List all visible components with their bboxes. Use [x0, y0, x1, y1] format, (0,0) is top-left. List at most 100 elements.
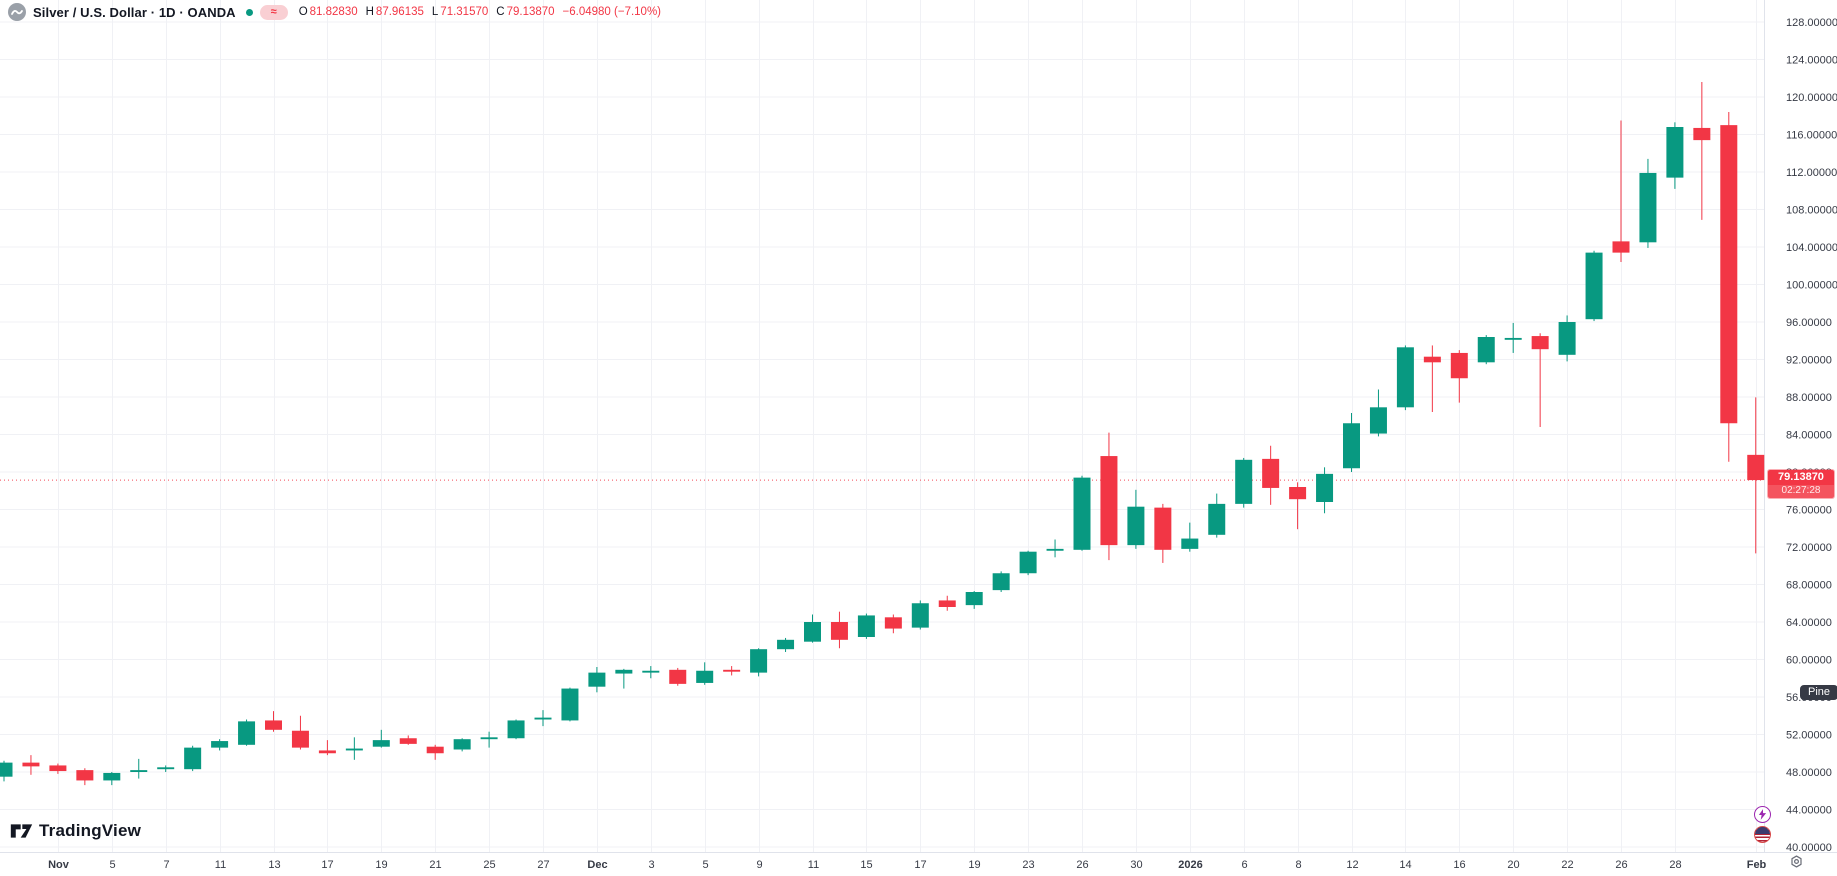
price-axis-label[interactable]: 40.00000: [1786, 842, 1832, 854]
price-axis-label[interactable]: 48.00000: [1786, 767, 1832, 779]
candle[interactable]: [1100, 432, 1118, 561]
time-axis-label[interactable]: 6: [1241, 859, 1247, 871]
candle[interactable]: [1693, 82, 1711, 220]
price-axis-label[interactable]: 96.00000: [1786, 317, 1832, 329]
time-axis-label[interactable]: 5: [702, 859, 708, 871]
time-axis-label[interactable]: Dec: [587, 859, 607, 871]
time-axis-label[interactable]: Nov: [48, 859, 70, 871]
time-axis-label[interactable]: 30: [1130, 859, 1142, 871]
time-axis-label[interactable]: 25: [483, 859, 495, 871]
candle[interactable]: [507, 719, 525, 740]
candle[interactable]: [1531, 333, 1549, 427]
candle[interactable]: [1639, 158, 1657, 248]
candle[interactable]: [992, 571, 1010, 592]
price-axis-label[interactable]: 128.00000: [1786, 17, 1837, 29]
candle[interactable]: [211, 739, 229, 751]
us-flag-button[interactable]: [1754, 826, 1771, 843]
candle[interactable]: [1504, 322, 1522, 353]
candle[interactable]: [750, 648, 768, 677]
candle[interactable]: [103, 772, 121, 786]
candle[interactable]: [265, 711, 282, 732]
candle[interactable]: [830, 611, 848, 649]
candle[interactable]: [184, 745, 202, 772]
candle[interactable]: [804, 614, 821, 643]
candle[interactable]: [1666, 122, 1684, 189]
candle[interactable]: [884, 614, 902, 634]
price-axis-label[interactable]: 60.00000: [1786, 655, 1832, 667]
time-axis-label[interactable]: 17: [321, 859, 333, 871]
price-axis-label[interactable]: 44.00000: [1786, 805, 1832, 817]
candle[interactable]: [857, 613, 875, 639]
candle[interactable]: [1450, 350, 1468, 403]
market-status-icon[interactable]: ≈: [259, 4, 288, 20]
candle[interactable]: [1747, 397, 1765, 554]
candle[interactable]: [534, 710, 552, 727]
candle[interactable]: [22, 755, 40, 775]
candle[interactable]: [1396, 345, 1414, 411]
price-axis-label[interactable]: 104.00000: [1786, 242, 1837, 254]
candle[interactable]: [49, 763, 67, 774]
candle[interactable]: [1289, 482, 1307, 530]
candle[interactable]: [399, 735, 417, 745]
time-axis-label[interactable]: 8: [1295, 859, 1301, 871]
current-price-badge[interactable]: 79.13870 02:27:28: [1768, 470, 1834, 498]
candle[interactable]: [1612, 120, 1630, 262]
candle[interactable]: [669, 667, 687, 686]
price-axis-label[interactable]: 72.00000: [1786, 542, 1832, 554]
candle[interactable]: [1019, 550, 1037, 576]
time-axis-label[interactable]: 19: [375, 859, 387, 871]
candle[interactable]: [1073, 475, 1091, 551]
time-axis-label[interactable]: 20: [1507, 859, 1519, 871]
time-axis-label[interactable]: 27: [537, 859, 549, 871]
time-axis-label[interactable]: 7: [163, 859, 169, 871]
price-axis-label[interactable]: 100.00000: [1786, 280, 1837, 292]
candle[interactable]: [723, 666, 741, 676]
candle[interactable]: [480, 731, 498, 748]
time-axis-label[interactable]: 9: [756, 859, 762, 871]
candle[interactable]: [1369, 389, 1387, 437]
candle[interactable]: [1720, 112, 1738, 462]
time-axis-label[interactable]: 28: [1669, 859, 1681, 871]
price-axis-label[interactable]: 112.00000: [1786, 167, 1837, 179]
tradingview-watermark[interactable]: TradingView: [10, 821, 141, 841]
symbol-title[interactable]: Silver / U.S. Dollar · 1D · OANDA: [33, 4, 236, 20]
lightning-button[interactable]: [1754, 806, 1771, 823]
price-axis-label[interactable]: 88.00000: [1786, 392, 1832, 404]
axis-settings-gear-icon[interactable]: [1789, 854, 1804, 869]
candle[interactable]: [372, 729, 390, 748]
time-axis-label[interactable]: 11: [808, 859, 819, 871]
candle[interactable]: [291, 715, 309, 750]
time-axis-label[interactable]: 12: [1346, 859, 1358, 871]
time-axis-label[interactable]: 2026: [1178, 859, 1202, 871]
candle[interactable]: [696, 662, 714, 685]
candle[interactable]: [1316, 467, 1334, 514]
candle[interactable]: [1127, 489, 1145, 549]
time-axis-label[interactable]: 3: [648, 859, 654, 871]
candle[interactable]: [1208, 493, 1226, 538]
time-axis-label[interactable]: 26: [1615, 859, 1627, 871]
time-axis-label[interactable]: 15: [860, 859, 872, 871]
candle[interactable]: [1343, 412, 1360, 472]
candle[interactable]: [965, 591, 983, 609]
price-axis-label[interactable]: 76.00000: [1786, 505, 1832, 517]
candle[interactable]: [1558, 315, 1576, 362]
time-axis-label[interactable]: 13: [268, 859, 280, 871]
price-axis-label[interactable]: 124.00000: [1786, 55, 1837, 67]
time-axis-label[interactable]: 19: [968, 859, 980, 871]
candle[interactable]: [911, 600, 929, 630]
price-axis-label[interactable]: 84.00000: [1786, 430, 1832, 442]
time-axis-label[interactable]: 5: [109, 859, 115, 871]
candle[interactable]: [1235, 457, 1253, 508]
time-axis-label[interactable]: 17: [914, 859, 926, 871]
candle[interactable]: [1585, 250, 1603, 322]
candle[interactable]: [453, 738, 471, 752]
candle[interactable]: [1181, 522, 1199, 552]
time-axis-label[interactable]: 21: [429, 859, 441, 871]
price-axis-label[interactable]: 52.00000: [1786, 730, 1832, 742]
price-axis-label[interactable]: 108.00000: [1786, 205, 1837, 217]
candle[interactable]: [561, 687, 579, 722]
time-axis-label[interactable]: 14: [1399, 859, 1411, 871]
candle[interactable]: [938, 595, 956, 611]
candle[interactable]: [130, 758, 148, 779]
